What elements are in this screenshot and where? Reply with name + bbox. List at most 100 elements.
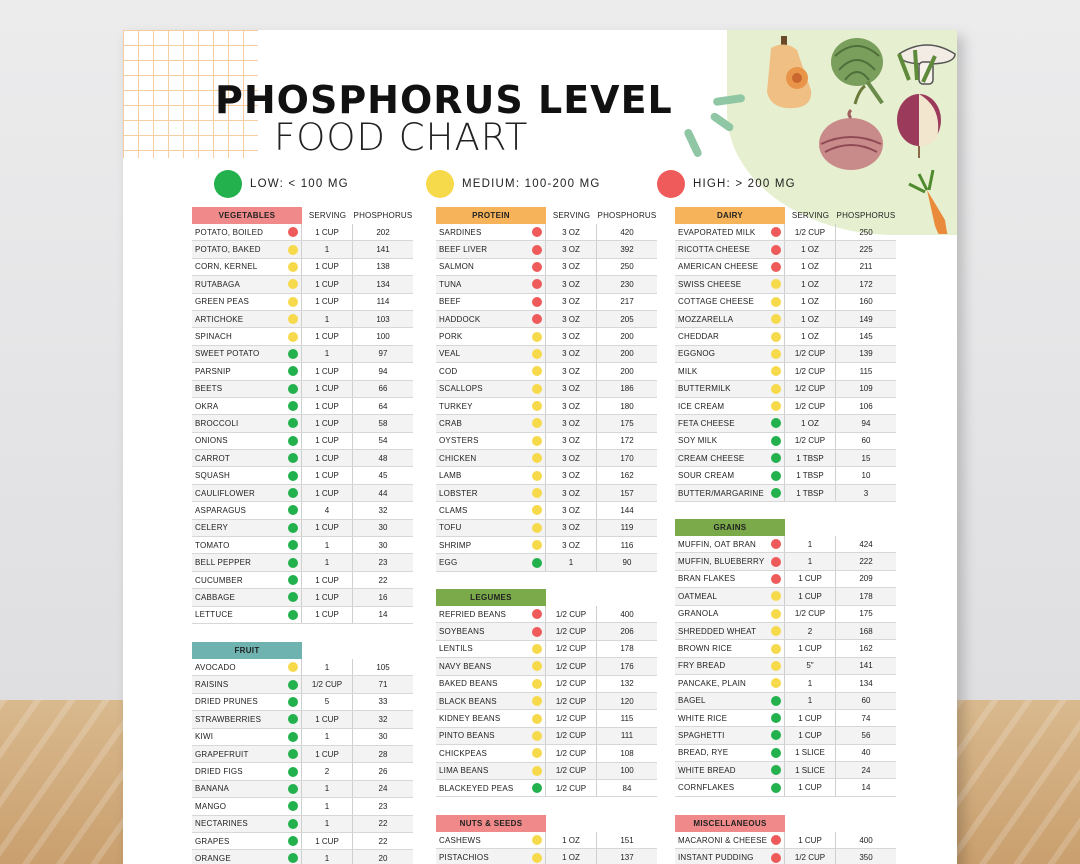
table-row: CAULIFLOWER 1 CUP 44 [192,484,413,503]
food-cell: OATMEAL [675,588,785,605]
serving-cell: 1/2 CUP [785,345,836,363]
phosphorus-cell: 116 [620,540,634,550]
food-name: AMERICAN CHEESE [678,262,759,272]
serving-cell: 1/2 CUP [785,605,836,622]
phosphorus-cell: 23 [378,801,388,811]
food-cell: ASPARAGUS [192,502,302,519]
level-dot [288,522,298,533]
level-dot [532,366,542,377]
food-cell: CORN, KERNEL [192,258,302,276]
phosphorus-cell: 160 [859,297,873,307]
food-name: BEEF LIVER [439,245,488,255]
phosphorus-cell: 97 [378,349,388,359]
phosphorus-cell: 217 [620,297,634,307]
page-title: PHOSPHORUS LEVEL [215,78,673,122]
food-name: MILK [678,366,698,376]
food-cell: ONIONS [192,432,302,450]
food-cell: SWISS CHEESE [675,276,785,293]
serving-cell: 1 CUP [302,224,353,241]
table-header: PROTEIN SERVING PHOSPHORUS [436,207,657,224]
table-row: TURKEY 3 OZ 180 [436,397,657,416]
level-dot [771,314,781,325]
serving-cell: 1 [302,780,353,798]
table-row: PARSNIP 1 CUP 94 [192,363,413,381]
serving-cell: 1/2 CUP [546,727,597,745]
level-dot [288,418,298,429]
food-name: COTTAGE CHEESE [678,297,754,307]
food-cell: CASHEWS [436,832,546,849]
category-label: NUTS & SEEDS [436,815,546,832]
serving-cell: 1 [302,659,353,676]
level-dot [771,782,781,793]
table-row: MILK 1/2 CUP 115 [675,363,896,381]
serving-cell: 1/2 CUP [785,849,836,864]
food-cell: CHICKEN [436,450,546,467]
table-row: SQUASH 1 CUP 45 [192,467,413,485]
level-dot [288,557,298,568]
table-row: OYSTERS 3 OZ 172 [436,432,657,451]
food-cell: MACARONI & CHEESE [675,832,785,849]
food-cell: COTTAGE CHEESE [675,293,785,310]
table-row: BANANA 1 24 [192,780,413,799]
level-dot [771,296,781,307]
level-dot [771,608,781,619]
table-row: GREEN PEAS 1 CUP 114 [192,293,413,311]
table-body: MACARONI & CHEESE 1 CUP 400 INSTANT PUDDING… [675,832,896,864]
food-cell: WHITE BREAD [675,762,785,779]
food-cell: SHREDDED WHEAT [675,622,785,640]
serving-column-header: SERVING [791,211,830,220]
food-name: SHRIMP [439,540,472,550]
food-cell: POTATO, BAKED [192,241,302,258]
serving-cell: 1/2 CUP [546,762,597,779]
phosphorus-column-header: PHOSPHORUS [597,211,657,220]
level-dot [532,383,542,394]
food-cell: INSTANT PUDDING [675,849,785,864]
level-dot [771,713,781,724]
level-dot [288,609,298,620]
table-miscellaneous: MISCELLANEOUS MACARONI & CHEESE 1 CUP 400 IN… [675,815,896,864]
table-row: BROCCOLI 1 CUP 58 [192,415,413,433]
level-dot [532,748,542,759]
table-row: RAISINS 1/2 CUP 71 [192,676,413,694]
table-row: OKRA 1 CUP 64 [192,397,413,416]
level-dot [532,626,542,637]
food-cell: MILK [675,363,785,380]
serving-cell: 3 OZ [546,397,597,415]
serving-cell: 1 OZ [785,293,836,310]
phosphorus-cell: 144 [620,505,634,515]
phosphorus-cell: 71 [378,680,388,690]
level-dot [771,678,781,689]
level-dot [288,435,298,446]
food-name: BEEF [439,297,461,307]
food-cell: SOYBEANS [436,623,546,640]
serving-cell: 1/2 CUP [546,623,597,640]
food-cell: EVAPORATED MILK [675,224,785,241]
phosphorus-cell: 151 [620,835,634,845]
level-dot [771,348,781,359]
food-cell: BELL PEPPER [192,554,302,571]
phosphorus-cell: 178 [859,591,873,601]
level-dot [532,835,542,846]
level-dot [771,279,781,290]
phosphorus-cell: 109 [859,384,873,394]
table-row: MUFFIN, BLUEBERRY 1 222 [675,553,896,571]
food-cell: DRIED FIGS [192,763,302,780]
food-cell: GRANOLA [675,605,785,622]
legend-high: HIGH: > 200 MG [657,170,796,198]
table-row: REFRIED BEANS 1/2 CUP 400 [436,606,657,624]
legend-low-label: LOW: < 100 MG [250,178,349,190]
level-dot [532,279,542,290]
food-name: GRAPEFRUIT [195,749,249,759]
table-row: SHRIMP 3 OZ 116 [436,537,657,555]
table-row: WHITE RICE 1 CUP 74 [675,709,896,728]
level-dot [288,801,298,812]
phosphorus-cell: 211 [859,262,873,272]
page-subtitle: FOOD CHART [274,116,529,159]
table-row: EGG 1 90 [436,554,657,572]
food-cell: BEETS [192,380,302,397]
table-row: INSTANT PUDDING 1/2 CUP 350 [675,849,896,864]
table-header: NUTS & SEEDS [436,815,657,832]
phosphorus-cell: 168 [859,626,873,636]
level-dot [288,679,298,690]
level-dot [288,488,298,499]
